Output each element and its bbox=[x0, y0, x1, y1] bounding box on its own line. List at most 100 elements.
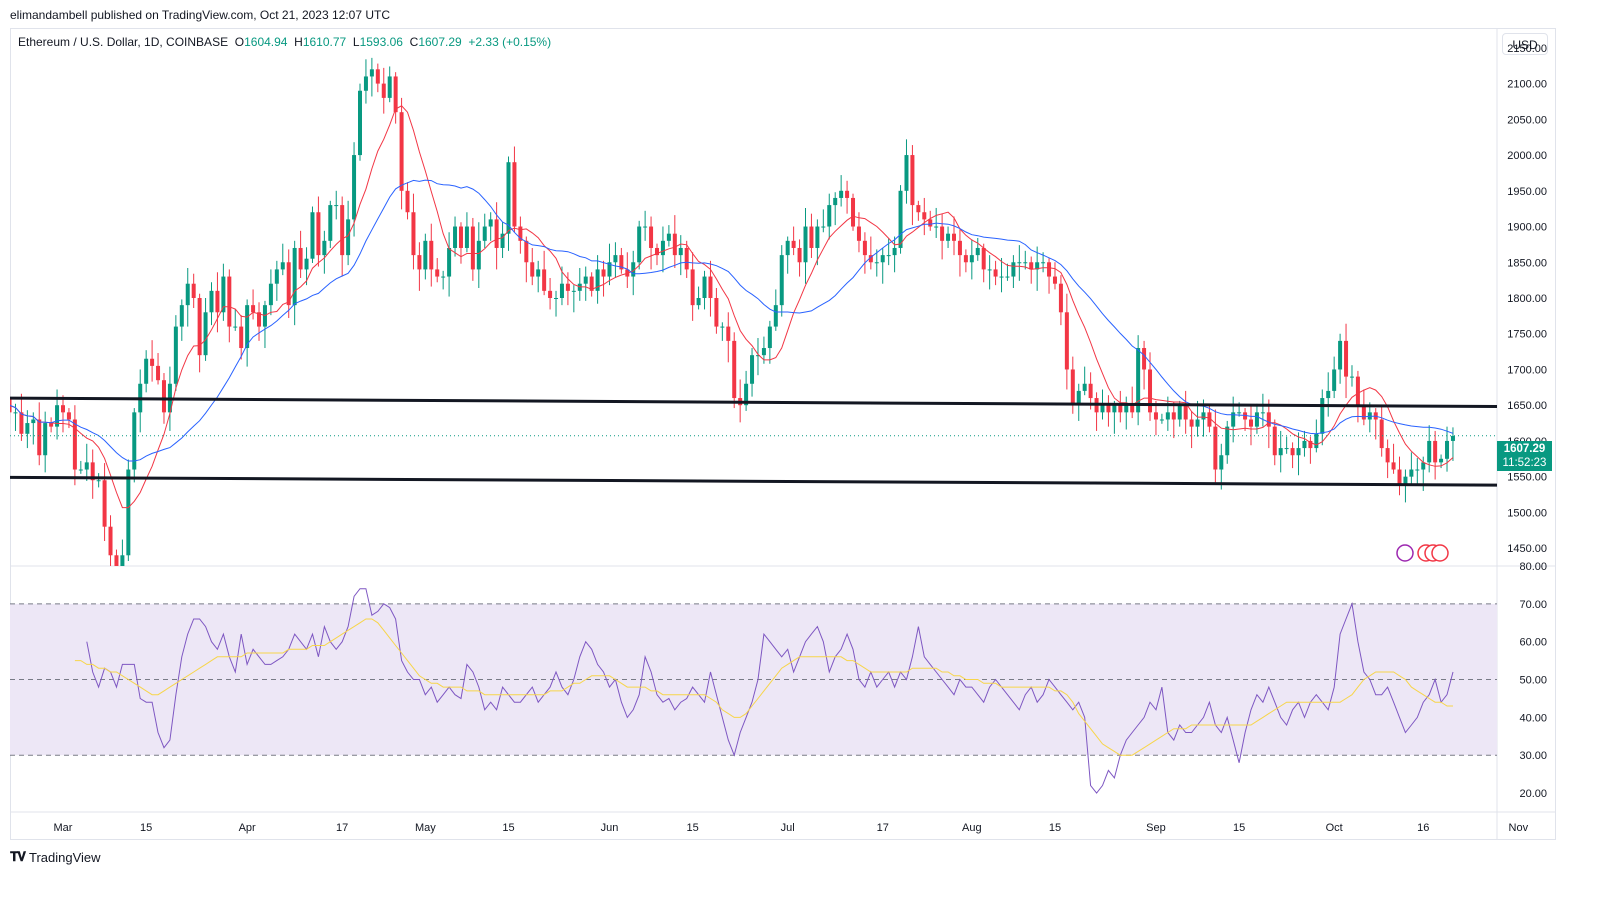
candle-body bbox=[856, 226, 861, 241]
candle-body bbox=[405, 190, 410, 213]
candle-body bbox=[144, 358, 149, 384]
candle-body bbox=[334, 205, 339, 207]
candle-body bbox=[1385, 448, 1390, 463]
candle-body bbox=[554, 298, 559, 299]
candle-body bbox=[257, 312, 262, 327]
candle-body bbox=[1361, 405, 1366, 420]
time-tick-label: 15 bbox=[502, 822, 514, 834]
candle-body bbox=[1017, 262, 1022, 264]
rsi-tick-label: 20.00 bbox=[1519, 788, 1547, 800]
candle-body bbox=[447, 247, 452, 277]
price-change: +2.33 (+0.15%) bbox=[468, 35, 552, 49]
candle-body bbox=[898, 190, 903, 248]
candle-body bbox=[660, 240, 665, 256]
candle-body bbox=[1421, 462, 1426, 470]
time-tick-label: Oct bbox=[1326, 822, 1343, 834]
candle-body bbox=[815, 226, 820, 248]
candle-body bbox=[1290, 448, 1295, 456]
candle-body bbox=[358, 90, 362, 156]
rsi-tick-label: 40.00 bbox=[1519, 712, 1547, 724]
time-tick-label: 17 bbox=[877, 822, 889, 834]
candle-body bbox=[411, 212, 416, 256]
candle-body bbox=[1403, 476, 1408, 484]
candle-body bbox=[197, 298, 202, 356]
candle-body bbox=[215, 290, 220, 313]
candle-body bbox=[672, 233, 677, 256]
candle-body bbox=[1136, 348, 1141, 413]
candle-body bbox=[274, 269, 279, 284]
candle-body bbox=[1005, 276, 1010, 278]
candle-body bbox=[1344, 340, 1349, 377]
candle-body bbox=[286, 262, 291, 306]
rsi-line bbox=[86, 588, 1454, 794]
candle-body bbox=[328, 205, 333, 241]
candle-body bbox=[96, 480, 101, 482]
candle-body bbox=[458, 226, 463, 248]
candle-body bbox=[19, 412, 24, 434]
candle-body bbox=[542, 269, 547, 291]
time-tick-label: 15 bbox=[687, 822, 699, 834]
candle-body bbox=[886, 255, 891, 257]
candle-body bbox=[453, 226, 458, 248]
time-tick-label: 15 bbox=[1049, 822, 1061, 834]
candle-body bbox=[755, 355, 760, 357]
footer-brand[interactable]: 𝐓𝐕 TradingView bbox=[10, 849, 101, 865]
candle-body bbox=[993, 269, 998, 277]
candle-body bbox=[2, 398, 6, 405]
candle-body bbox=[179, 305, 184, 327]
candle-body bbox=[1439, 458, 1444, 463]
candle-body bbox=[1450, 435, 1455, 441]
candle-body bbox=[821, 226, 826, 228]
candle-body bbox=[375, 69, 380, 84]
candle-body bbox=[78, 469, 83, 471]
candle-body bbox=[987, 269, 992, 271]
candle-body bbox=[185, 283, 190, 306]
candle-body bbox=[957, 240, 962, 256]
candle-body bbox=[922, 212, 927, 220]
candle-body bbox=[761, 348, 766, 356]
candle-body bbox=[1433, 440, 1438, 463]
candle-body bbox=[839, 190, 844, 198]
candle-body bbox=[1070, 369, 1075, 406]
candle-body bbox=[708, 276, 713, 298]
candle-body bbox=[1254, 412, 1259, 427]
candle-body bbox=[1124, 405, 1129, 413]
candle-body bbox=[1349, 376, 1354, 378]
candle-body bbox=[298, 247, 303, 270]
candle-body bbox=[655, 247, 659, 256]
candle-body bbox=[227, 276, 232, 327]
candle-body bbox=[1225, 426, 1230, 456]
candle-body bbox=[714, 298, 719, 327]
candle-body bbox=[1106, 405, 1111, 413]
candle-body bbox=[292, 247, 297, 306]
candle-body bbox=[482, 226, 487, 241]
currency-button[interactable]: USD bbox=[1502, 33, 1548, 55]
candle-body bbox=[1029, 262, 1034, 270]
candle-body bbox=[1142, 348, 1147, 370]
candle-body bbox=[791, 240, 796, 248]
symbol-title: Ethereum / U.S. Dollar, 1D, COINBASE bbox=[18, 35, 229, 49]
candle-body bbox=[494, 219, 499, 248]
candle-body bbox=[827, 205, 832, 227]
candle-body bbox=[1260, 412, 1265, 414]
price-tick-label: 2000.00 bbox=[1507, 150, 1547, 162]
time-tick-label: 16 bbox=[1417, 822, 1429, 834]
candle-body bbox=[928, 219, 933, 227]
candle-body bbox=[120, 555, 125, 566]
candle-body bbox=[150, 358, 155, 366]
candle-body bbox=[417, 255, 422, 270]
candle-body bbox=[1231, 412, 1236, 427]
candle-body bbox=[952, 233, 956, 241]
candle-body bbox=[981, 247, 986, 270]
candle-body bbox=[773, 305, 778, 327]
close-label: C bbox=[409, 35, 419, 49]
candle-body bbox=[767, 326, 772, 349]
candle-body bbox=[862, 240, 867, 256]
candle-body bbox=[1183, 405, 1188, 420]
candle-body bbox=[1177, 405, 1182, 420]
candle-body bbox=[1011, 262, 1016, 277]
candle-body bbox=[874, 262, 879, 264]
ma-slow-line bbox=[10, 179, 1454, 462]
candle-body bbox=[969, 255, 974, 263]
